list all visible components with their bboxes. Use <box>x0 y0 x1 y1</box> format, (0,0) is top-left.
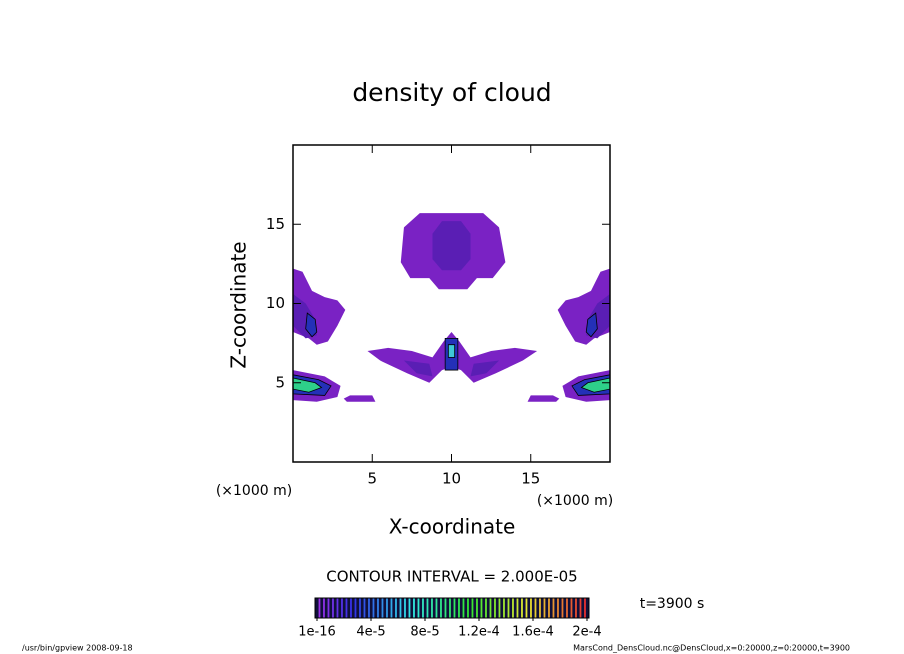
colorbar-tick-label: 2e-4 <box>572 625 601 640</box>
colorbar-stripe <box>575 598 577 618</box>
colorbar-stripe <box>404 598 406 618</box>
colorbar-stripe <box>435 598 438 618</box>
x-tick-label: 15 <box>521 470 540 488</box>
contour-region <box>343 395 376 402</box>
colorbar-stripe <box>318 598 321 618</box>
colorbar-stripe <box>552 598 555 618</box>
colorbar-stripe <box>516 598 519 618</box>
colorbar-tick-label: 1.6e-4 <box>512 625 554 640</box>
colorbar-stripe <box>534 598 537 618</box>
colorbar-stripe <box>332 598 334 618</box>
footer-left: /usr/bin/gpview 2008-09-18 <box>22 644 133 653</box>
colorbar-stripe <box>395 598 397 618</box>
contour-region <box>527 395 560 402</box>
colorbar-stripe <box>327 598 330 618</box>
colorbar-stripe <box>503 598 505 618</box>
colorbar-tick-label: 8e-5 <box>410 625 439 640</box>
colorbar-stripe <box>444 598 447 618</box>
colorbar-stripe <box>345 598 348 618</box>
contour-region <box>585 312 598 338</box>
colorbar-stripe <box>467 598 469 618</box>
x-tick-label: 5 <box>367 470 377 488</box>
colorbar-stripe <box>489 598 492 618</box>
colorbar-bg <box>315 598 589 618</box>
contour-region <box>403 360 433 377</box>
colorbar-stripe <box>408 598 411 618</box>
contour-region <box>305 312 318 338</box>
colorbar-stripe <box>494 598 496 618</box>
colorbar-stripe <box>399 598 402 618</box>
contour-region <box>432 221 471 271</box>
colorbar-stripe <box>521 598 523 618</box>
colorbar-stripe <box>440 598 442 618</box>
colorbar-stripe <box>458 598 460 618</box>
colorbar-stripe <box>548 598 550 618</box>
colorbar-stripe <box>498 598 501 618</box>
contour-region <box>447 344 456 358</box>
colorbar-stripe <box>453 598 456 618</box>
x-axis-label: X-coordinate <box>389 515 516 539</box>
x-unit: (×1000 m) <box>537 493 613 509</box>
colorbar-tick-label: 4e-5 <box>356 625 385 640</box>
colorbar-stripe <box>449 598 451 618</box>
chart-title: density of cloud <box>352 78 551 107</box>
colorbar-frame <box>314 597 590 619</box>
colorbar-stripe <box>413 598 415 618</box>
colorbar-stripe <box>462 598 465 618</box>
colorbar-stripe <box>336 598 339 618</box>
colorbar-stripe <box>386 598 388 618</box>
colorbar-stripe <box>566 598 568 618</box>
y-tick-label: 15 <box>266 215 285 233</box>
colorbar-stripe <box>390 598 393 618</box>
colorbar-stripe <box>557 598 559 618</box>
colorbar-stripe <box>561 598 564 618</box>
colorbar-stripe <box>480 598 483 618</box>
colorbar-stripe <box>525 598 528 618</box>
footer-right: MarsCond_DensCloud.nc@DensCloud,x=0:2000… <box>573 644 850 653</box>
colorbar-stripe <box>543 598 546 618</box>
colorbar-stripe <box>381 598 384 618</box>
colorbar-stripe <box>471 598 474 618</box>
colorbar-stripe <box>570 598 573 618</box>
colorbar-tick-label: 1.2e-4 <box>458 625 500 640</box>
colorbar-tick-label: 1e-16 <box>298 625 336 640</box>
y-unit: (×1000 m) <box>216 483 292 499</box>
colorbar-stripe <box>431 598 433 618</box>
colorbar-stripe <box>368 598 370 618</box>
colorbar-stripe <box>512 598 514 618</box>
colorbar-stripe <box>476 598 478 618</box>
colorbar-stripe <box>350 598 352 618</box>
colorbar-stripe <box>354 598 357 618</box>
colorbar-stripe <box>359 598 361 618</box>
time-label: t=3900 s <box>640 596 705 612</box>
colorbar-stripe <box>579 598 582 618</box>
colorbar-stripe <box>485 598 487 618</box>
x-tick-label: 10 <box>442 470 461 488</box>
colorbar-stripe <box>530 598 532 618</box>
contour-interval: CONTOUR INTERVAL = 2.000E-05 <box>326 568 577 586</box>
colorbar-stripe <box>341 598 343 618</box>
colorbar-stripe <box>417 598 420 618</box>
colorbar-stripe <box>363 598 366 618</box>
y-tick-label: 5 <box>275 373 285 391</box>
colorbar-stripe <box>539 598 541 618</box>
y-tick-label: 10 <box>266 294 285 312</box>
colorbar-stripe <box>426 598 429 618</box>
colorbar-stripe <box>372 598 375 618</box>
colorbar-stripe <box>323 598 325 618</box>
colorbar-stripe <box>584 598 586 618</box>
contour-region <box>470 360 500 377</box>
colorbar-stripe <box>507 598 510 618</box>
y-axis-label: Z-coordinate <box>227 241 251 368</box>
plot-frame <box>292 144 611 463</box>
colorbar-stripe <box>422 598 424 618</box>
colorbar-stripe <box>377 598 379 618</box>
